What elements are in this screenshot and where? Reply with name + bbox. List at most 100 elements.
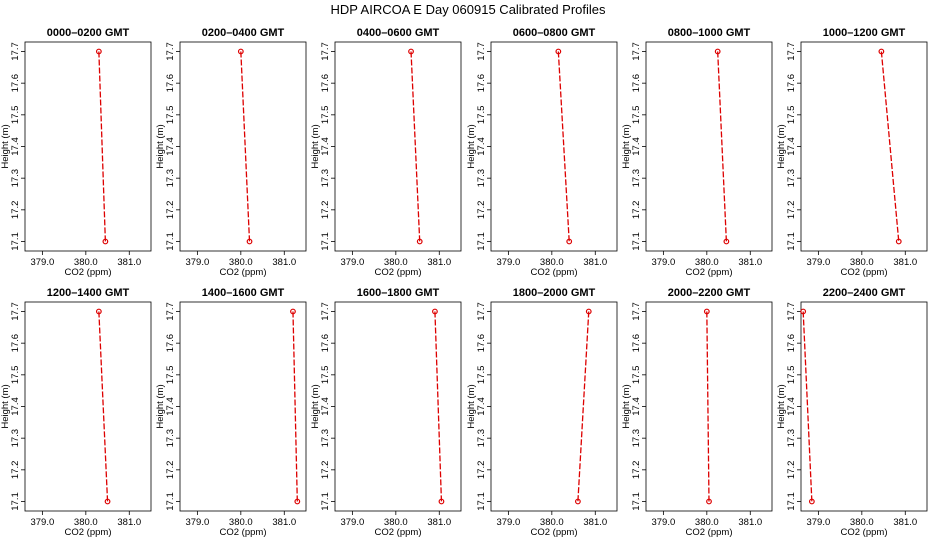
y-tick-label: 17.7 (631, 42, 642, 61)
y-tick-label: 17.1 (631, 492, 642, 511)
data-point (800, 308, 807, 315)
panel-9: 1600–1800 GMT 379.0 380.0 381.0 17.1 17.2 17.3… (310, 287, 462, 538)
plot-frame (490, 301, 618, 512)
y-tick-label: 17.7 (320, 42, 331, 61)
y-tick-label: 17.1 (165, 232, 176, 251)
y-tick-label: 17.6 (165, 74, 176, 93)
x-tick-label: 379.0 (651, 517, 675, 528)
plot-frame (24, 41, 152, 252)
y-tick-label: 17.4 (476, 137, 487, 156)
y-tick-label: 17.7 (10, 42, 21, 61)
panel-title: 0200–0400 GMT (202, 27, 285, 39)
x-tick-label: 380.0 (540, 257, 564, 268)
plot-frame (800, 41, 928, 252)
x-tick-label: 380.0 (850, 257, 874, 268)
x-axis-label: CO2 (ppm) (65, 527, 112, 538)
y-axis-label: Height (m) (0, 384, 11, 428)
profile-line (240, 51, 251, 242)
y-tick-label: 17.3 (10, 169, 21, 188)
profile-line (802, 311, 813, 502)
y-tick-label: 17.5 (476, 106, 487, 125)
y-tick-label: 17.5 (165, 106, 176, 125)
data-point (808, 498, 815, 505)
profile-line (434, 311, 443, 502)
panel-7: 1200–1400 GMT 379.0 380.0 381.0 17.1 17.2 17.3… (0, 287, 152, 538)
y-axis-label: Height (m) (0, 124, 11, 168)
y-tick-label: 17.6 (476, 334, 487, 353)
y-tick-label: 17.1 (320, 232, 331, 251)
panel-4: 0600–0800 GMT 379.0 380.0 381.0 17.1 17.2 17.3… (466, 27, 618, 278)
profile-line (717, 51, 728, 242)
x-tick-label: 381.0 (893, 517, 917, 528)
y-tick-label: 17.3 (631, 169, 642, 188)
y-tick-label: 17.4 (786, 397, 797, 416)
y-tick-label: 17.2 (10, 461, 21, 480)
y-tick-label: 17.2 (320, 461, 331, 480)
y-tick-label: 17.7 (786, 302, 797, 321)
y-tick-label: 17.2 (786, 201, 797, 220)
y-tick-label: 17.1 (786, 492, 797, 511)
plot-frame (645, 41, 773, 252)
x-tick-label: 379.0 (496, 257, 520, 268)
y-tick-label: 17.5 (476, 366, 487, 385)
y-tick-label: 17.7 (476, 42, 487, 61)
y-tick-label: 17.4 (320, 137, 331, 156)
data-point (246, 238, 253, 245)
x-tick-label: 381.0 (117, 517, 141, 528)
y-tick-label: 17.4 (320, 397, 331, 416)
y-tick-label: 17.5 (786, 366, 797, 385)
data-point (237, 48, 244, 55)
x-axis-label: CO2 (ppm) (65, 267, 112, 278)
data-point (714, 48, 721, 55)
x-axis-label: CO2 (ppm) (220, 267, 267, 278)
data-point (574, 498, 581, 505)
data-point (566, 238, 573, 245)
x-tick-label: 381.0 (738, 257, 762, 268)
y-axis-label: Height (m) (310, 384, 321, 428)
data-point (438, 498, 445, 505)
profile-line (98, 51, 107, 242)
x-tick-label: 379.0 (185, 517, 209, 528)
y-tick-label: 17.1 (10, 232, 21, 251)
y-tick-label: 17.5 (320, 106, 331, 125)
y-tick-label: 17.6 (320, 334, 331, 353)
x-tick-label: 380.0 (540, 517, 564, 528)
y-tick-label: 17.6 (165, 334, 176, 353)
x-tick-label: 380.0 (74, 517, 98, 528)
data-point (294, 498, 301, 505)
y-axis-label: Height (m) (621, 124, 632, 168)
y-tick-label: 17.5 (10, 106, 21, 125)
x-tick-label: 379.0 (340, 517, 364, 528)
y-tick-label: 17.6 (10, 334, 21, 353)
y-tick-label: 17.4 (631, 397, 642, 416)
y-tick-label: 17.1 (10, 492, 21, 511)
y-tick-label: 17.4 (631, 137, 642, 156)
y-tick-label: 17.5 (631, 106, 642, 125)
panel-3: 0400–0600 GMT 379.0 380.0 381.0 17.1 17.2 17.3… (310, 27, 462, 278)
x-axis-label: CO2 (ppm) (686, 267, 733, 278)
x-axis-label: CO2 (ppm) (375, 267, 422, 278)
panel-6: 1000–1200 GMT 379.0 380.0 381.0 17.1 17.2 17.3… (776, 27, 928, 278)
y-axis-label: Height (m) (776, 124, 787, 168)
x-tick-label: 381.0 (738, 517, 762, 528)
y-tick-label: 17.4 (10, 397, 21, 416)
y-tick-label: 17.4 (476, 397, 487, 416)
panel-title: 1200–1400 GMT (47, 287, 130, 299)
data-point (706, 498, 712, 505)
data-point (723, 238, 730, 245)
y-axis-label: Height (m) (155, 384, 166, 428)
y-tick-label: 17.2 (165, 461, 176, 480)
x-tick-label: 380.0 (695, 257, 719, 268)
y-tick-label: 17.6 (476, 74, 487, 93)
y-tick-label: 17.3 (165, 429, 176, 448)
y-tick-label: 17.4 (165, 397, 176, 416)
y-tick-label: 17.1 (165, 492, 176, 511)
y-axis-label: Height (m) (776, 384, 787, 428)
y-tick-label: 17.5 (320, 366, 331, 385)
panel-title: 1800–2000 GMT (513, 287, 596, 299)
x-tick-label: 380.0 (229, 257, 253, 268)
y-axis-label: Height (m) (466, 384, 477, 428)
x-axis-label: CO2 (ppm) (375, 527, 422, 538)
plot-frame (179, 41, 307, 252)
